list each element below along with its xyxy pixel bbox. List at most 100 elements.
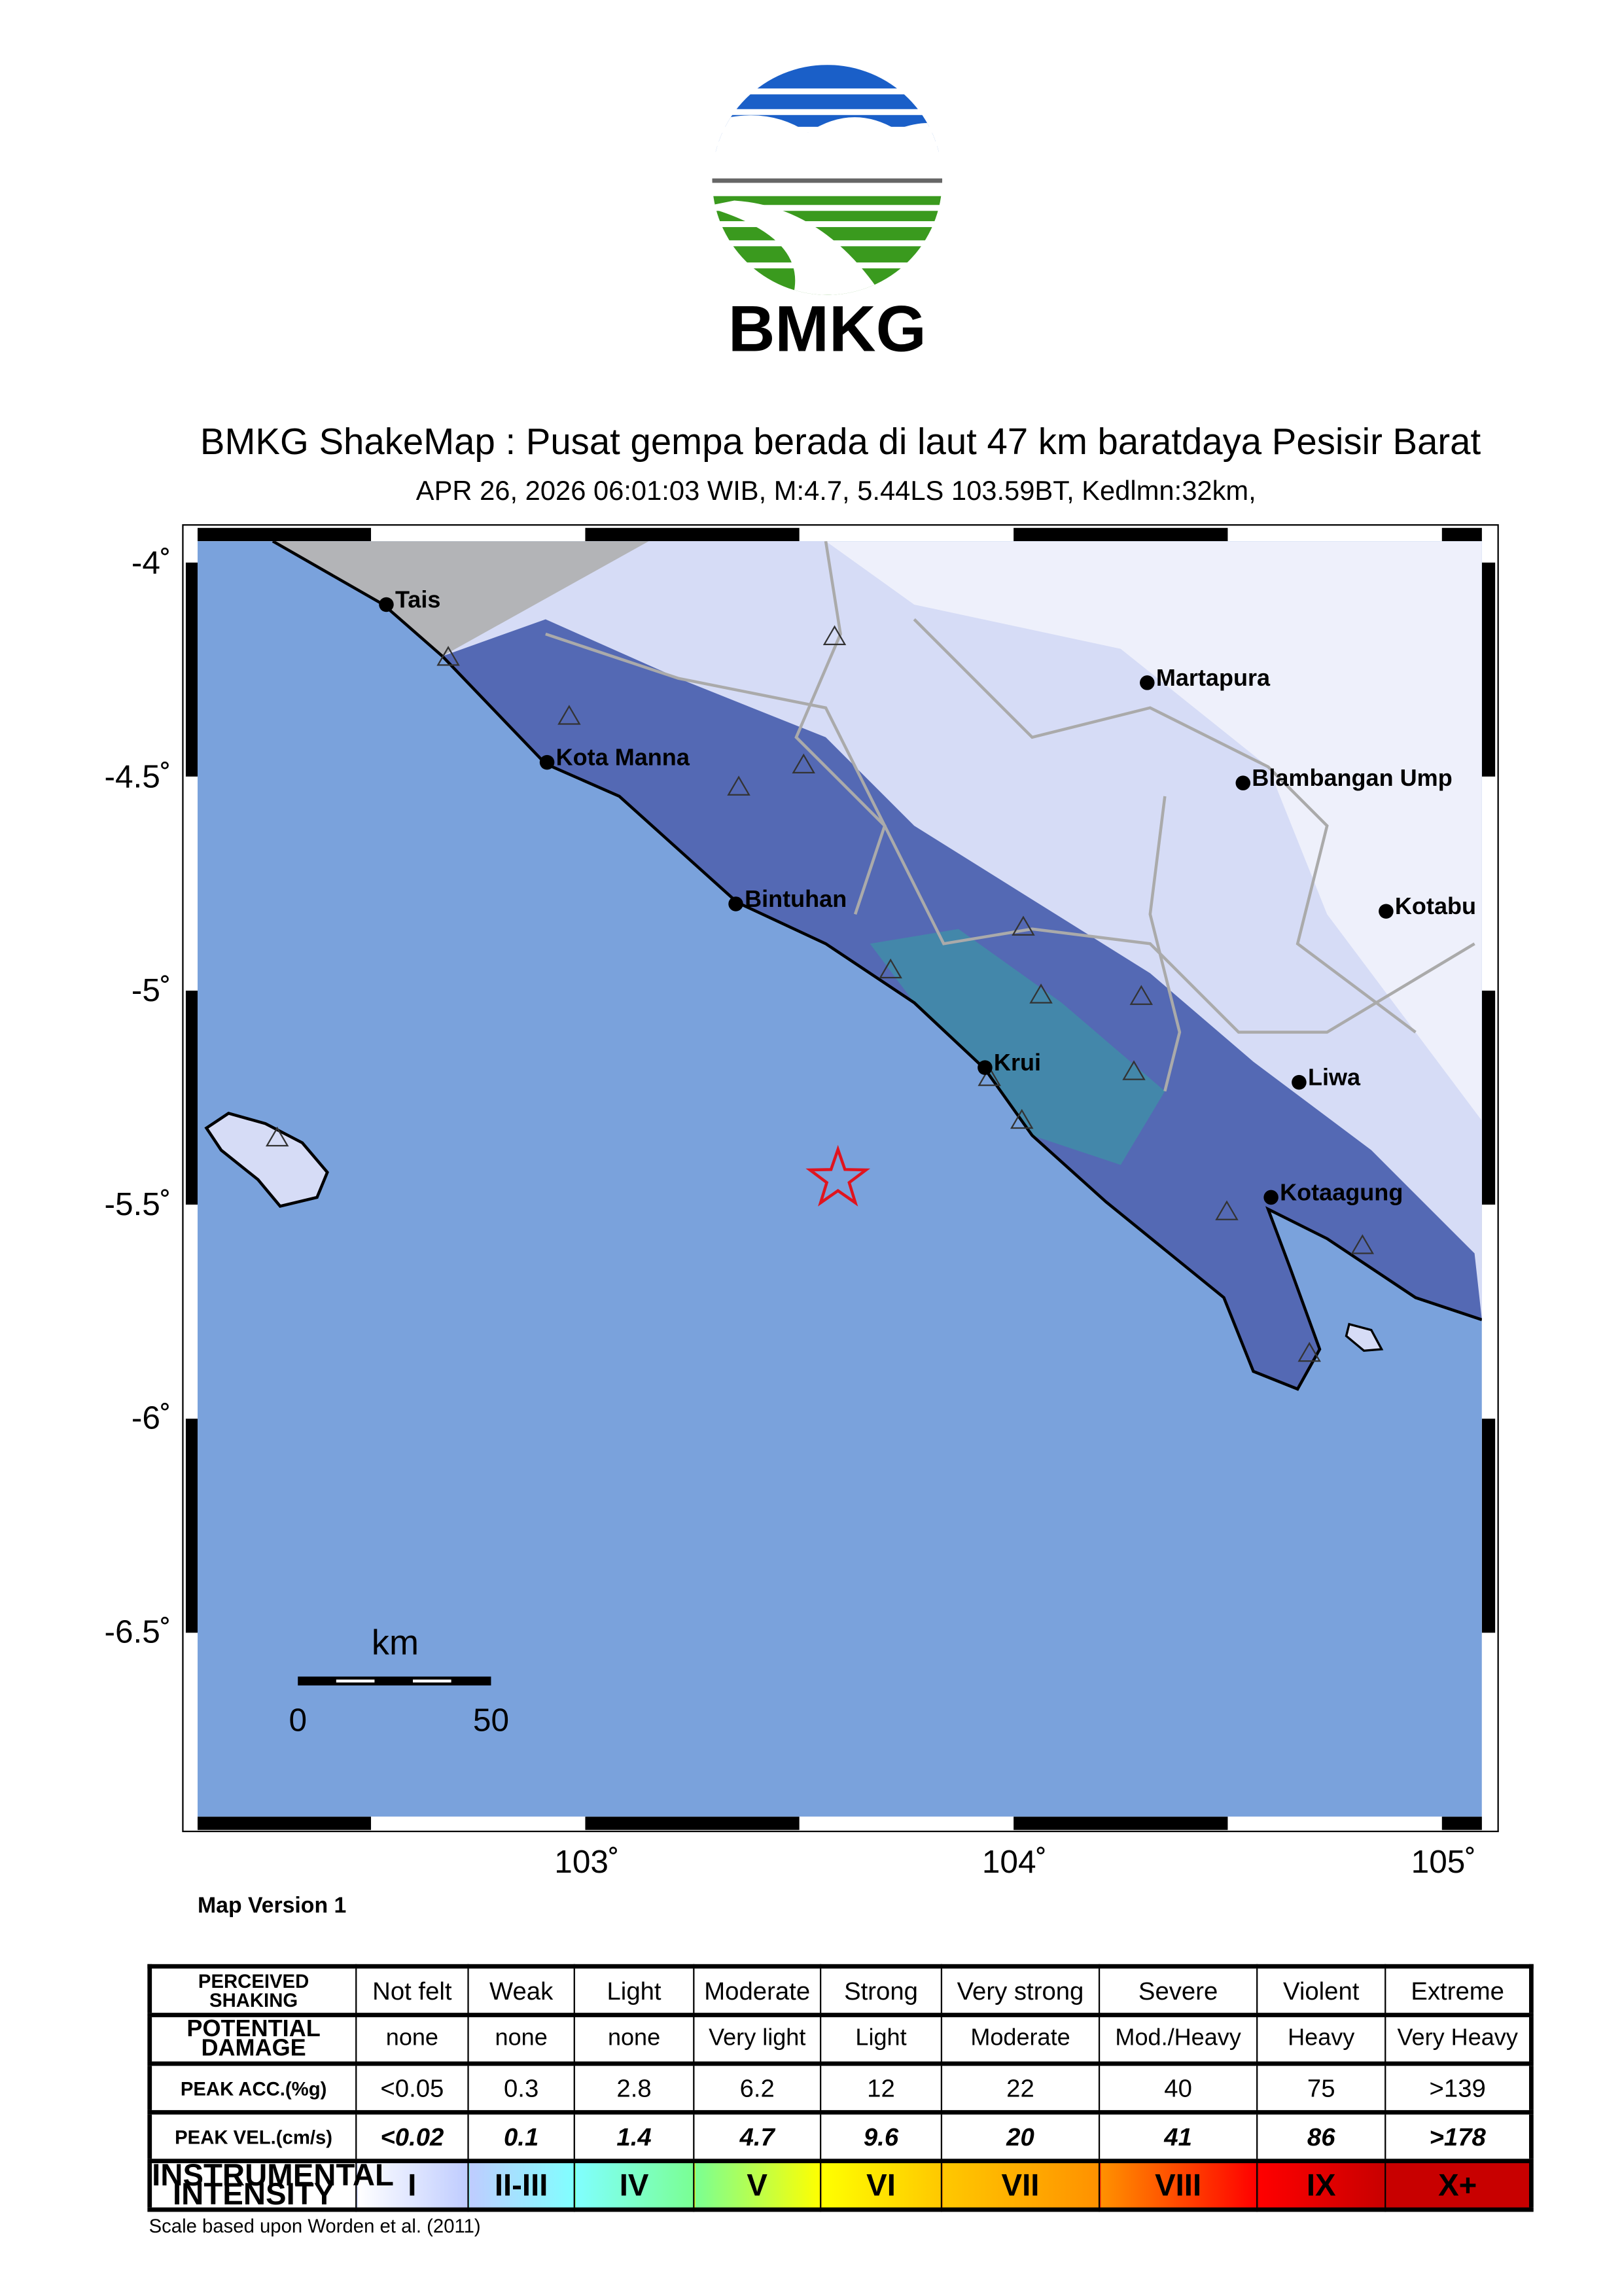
legend-cell: none	[467, 2014, 575, 2065]
small-island	[1345, 1322, 1384, 1352]
frame-tick	[1227, 1816, 1442, 1830]
city-marker	[379, 597, 394, 612]
frame-tick	[585, 527, 800, 542]
frame-tick	[1481, 991, 1496, 1205]
frame-tick	[1014, 1816, 1228, 1830]
frame-tick	[1441, 1816, 1482, 1830]
legend-cell: Moderate	[940, 2014, 1101, 2065]
legend-row-vel: PEAK VEL.(cm/s) <0.02 0.1 1.4 4.7 9.6 20 41 86 >1…	[149, 2111, 1532, 2162]
map-version: Map Version 1	[197, 1893, 347, 1918]
legend-cell: IV	[573, 2160, 695, 2211]
city-label: Kotaagung	[1280, 1178, 1403, 1205]
seismic-station-icon	[1122, 1060, 1146, 1080]
legend-cell: <0.02	[355, 2111, 469, 2162]
frame-tick	[1481, 1205, 1496, 1419]
seismic-station-icon	[978, 1066, 1001, 1086]
epicenter-star	[805, 1144, 871, 1207]
seismic-station-icon	[1350, 1234, 1375, 1254]
legend-cell: 40	[1098, 2062, 1258, 2113]
legend-cell: Extreme	[1384, 1966, 1532, 2016]
legend-cell: Weak	[467, 1966, 575, 2016]
seismic-station-icon	[265, 1126, 289, 1147]
enggano-island	[204, 1112, 329, 1208]
legend-cell: Strong	[820, 1966, 943, 2016]
legend-cell: Very Heavy	[1384, 2014, 1532, 2065]
legend-cell: VI	[820, 2160, 943, 2211]
legend-cell: Very light	[693, 2014, 822, 2065]
legend-row-header: POTENTIAL DAMAGE	[149, 2014, 357, 2065]
admin-boundaries	[545, 541, 1475, 1092]
city-marker	[978, 1060, 993, 1075]
frame-tick	[1227, 527, 1442, 542]
lat-tick-label: -4.5˚	[104, 758, 171, 795]
legend-cell: Mod./Heavy	[1098, 2014, 1258, 2065]
lat-tick-label: -5˚	[131, 972, 171, 1009]
seismic-station-icon	[1297, 1341, 1321, 1362]
bmkg-logo: BMKG	[712, 65, 943, 365]
city-marker	[1235, 775, 1251, 790]
legend-header-text: POTENTIAL	[186, 2017, 321, 2043]
frame-tick	[185, 562, 198, 777]
frame-tick	[799, 527, 1014, 542]
legend-cell: V	[693, 2160, 822, 2211]
frame-tick	[1014, 527, 1228, 542]
legend-cell: X+	[1384, 2160, 1532, 2211]
shakemap: Tais Kota Manna Bintuhan Krui Martapura Blamb…	[182, 524, 1499, 1833]
legend-cell: Very strong	[940, 1966, 1101, 2016]
legend-cell: 0.3	[467, 2062, 575, 2113]
legend-cell: 41	[1098, 2111, 1258, 2162]
map-subtitle: APR 26, 2026 06:01:03 WIB, M:4.7, 5.44LS…	[415, 474, 1256, 506]
frame-tick	[197, 527, 372, 542]
frame-tick	[371, 1816, 586, 1830]
legend-cell: <0.05	[355, 2062, 469, 2113]
city-marker	[1292, 1074, 1307, 1090]
legend-cell: Not felt	[355, 1966, 469, 2016]
lon-tick-label: 104˚	[981, 1843, 1048, 1881]
frame-tick	[1481, 776, 1496, 991]
legend-row-mmi: INSTRUMENTAL INTENSITY I II-III IV V VI VII VIII…	[149, 2160, 1532, 2211]
city-marker	[1379, 904, 1394, 919]
frame-tick	[185, 776, 198, 991]
frame-tick	[185, 1419, 198, 1633]
city-label: Bintuhan	[745, 885, 847, 912]
scale-footnote: Scale based upon Worden et al. (2011)	[149, 2214, 481, 2237]
legend-cell: 6.2	[693, 2062, 822, 2113]
legend-cell: >178	[1384, 2111, 1532, 2162]
legend-row-header: INSTRUMENTAL INTENSITY	[149, 2160, 394, 2210]
logo-text: BMKG	[728, 292, 926, 365]
seismic-station-icon	[1215, 1200, 1239, 1220]
legend-cell: 12	[820, 2062, 943, 2113]
city-label: Tais	[395, 586, 440, 612]
coastline	[272, 541, 1482, 1391]
map-title: BMKG ShakeMap : Pusat gempa berada di la…	[200, 421, 1481, 463]
legend-row-header: PERCEIVED SHAKING	[149, 1966, 357, 2016]
scale-start: 0	[289, 1702, 307, 1739]
legend-cell: Severe	[1098, 1966, 1258, 2016]
legend-row-shake: PERCEIVED SHAKING Not felt Weak Light Moderat…	[149, 1966, 1532, 2016]
intensity-legend-table: PERCEIVED SHAKING Not felt Weak Light Moderat…	[147, 1964, 1534, 2212]
hills	[272, 541, 649, 656]
city-label: Kota Manna	[556, 744, 690, 771]
city-label: Kotabu	[1395, 892, 1476, 919]
legend-cell: 1.4	[573, 2111, 695, 2162]
city-label: Blambangan Ump	[1252, 764, 1452, 791]
seismic-station-icon	[727, 775, 750, 796]
legend-cell: none	[355, 2014, 469, 2065]
legend-cell: 75	[1256, 2062, 1386, 2113]
legend-header-text: DAMAGE	[201, 2036, 306, 2062]
frame-tick	[1481, 562, 1496, 777]
legend-row-header: PEAK ACC.(%g)	[149, 2062, 357, 2113]
seismic-station-icon	[557, 705, 581, 725]
city-marker	[539, 754, 555, 770]
seismic-station-icon	[822, 625, 847, 645]
city-label: Martapura	[1156, 664, 1271, 691]
seismic-station-icon	[879, 958, 902, 979]
legend-cell: 2.8	[573, 2062, 695, 2113]
frame-tick	[185, 541, 198, 563]
frame-tick	[371, 527, 586, 542]
scale-bar	[298, 1676, 491, 1686]
frame-tick	[1441, 527, 1482, 542]
legend-cell: Moderate	[693, 1966, 822, 2016]
lat-tick-label: -6.5˚	[104, 1613, 171, 1650]
legend-cell: Violent	[1256, 1966, 1386, 2016]
